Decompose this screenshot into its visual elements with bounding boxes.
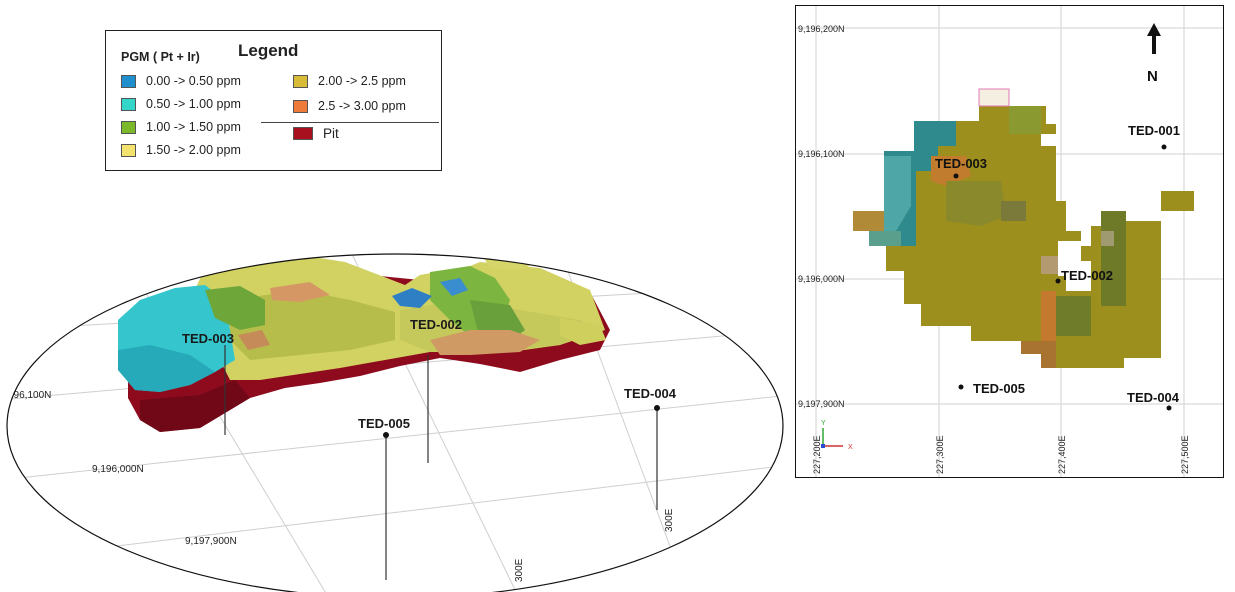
axis-label-y: Y: [821, 420, 826, 427]
drillhole-collars: [383, 405, 660, 438]
legend-swatch: [293, 127, 313, 140]
axis-label-x: X: [848, 444, 853, 451]
legend-swatch: [121, 120, 136, 134]
easting-label: 227,300E: [935, 435, 945, 474]
block-model-surface: [118, 254, 606, 392]
grid-label: 300E: [664, 508, 675, 532]
north-arrow-icon: [1147, 23, 1161, 54]
grid-label: 196,100N: [8, 390, 51, 401]
legend-item: 0.00 -> 0.50 ppm: [121, 74, 241, 88]
legend-label: 2.5 -> 3.00 ppm: [318, 99, 406, 113]
drillhole-label: TED-001: [1128, 123, 1180, 138]
grid-label: 9,197,900N: [185, 536, 237, 547]
legend-swatch: [121, 97, 136, 111]
axis-triad-icon: [821, 428, 843, 448]
legend-title: Legend: [238, 41, 299, 60]
drillhole-label: TED-002: [1061, 268, 1113, 283]
drillhole-label: TED-005: [973, 381, 1025, 396]
drillhole-label: TED-004: [624, 386, 677, 401]
easting-label: 227,400E: [1057, 435, 1067, 474]
drillhole-traces: [224, 345, 658, 580]
legend-item: 1.50 -> 2.00 ppm: [121, 143, 241, 157]
legend-swatch: [293, 99, 308, 113]
northing-label: 9,197,900N: [798, 399, 845, 409]
legend-item: Pit: [293, 126, 339, 141]
legend-item: 2.5 -> 3.00 ppm: [293, 99, 406, 113]
northing-label: 9,196,200N: [798, 24, 845, 34]
easting-label: 227,200E: [812, 435, 822, 474]
legend-item: 1.00 -> 1.50 ppm: [121, 120, 241, 134]
legend-label: Pit: [323, 126, 339, 141]
northing-label: 9,196,100N: [798, 149, 845, 159]
grid-label: 300E: [514, 558, 525, 582]
plan-view: TED-001 TED-003 TED-002 TED-005 TED-004 …: [796, 6, 1223, 477]
legend-label: 1.50 -> 2.00 ppm: [146, 143, 241, 157]
north-label: N: [1147, 68, 1158, 85]
drillhole-label: TED-002: [410, 317, 462, 332]
drillhole-label: TED-004: [1127, 390, 1180, 405]
legend-swatch: [293, 74, 308, 88]
view-ellipse-border: [6, 253, 784, 592]
legend-item: 0.50 -> 1.00 ppm: [121, 97, 241, 111]
legend-label: 0.00 -> 0.50 ppm: [146, 74, 241, 88]
legend-label: 1.00 -> 1.50 ppm: [146, 120, 241, 134]
legend-separator: [261, 122, 439, 123]
plan-drillholes: [953, 144, 1172, 411]
legend-box: Legend PGM ( Pt + Ir) 0.00 -> 0.50 ppm 0…: [105, 30, 442, 171]
plan-block-model: [853, 88, 1194, 368]
plan-view-panel: TED-001 TED-003 TED-002 TED-005 TED-004 …: [795, 5, 1224, 478]
legend-subtitle: PGM ( Pt + Ir): [121, 50, 200, 64]
easting-label: 227,500E: [1180, 435, 1190, 474]
drillhole-label: TED-005: [358, 416, 410, 431]
oblique-3d-view: 196,100N 9,196,000N 9,197,900N 300E 300E…: [6, 253, 784, 592]
grid-label: 9,196,000N: [92, 464, 144, 475]
legend-label: 2.00 -> 2.5 ppm: [318, 74, 406, 88]
northing-label: 9,196,000N: [798, 274, 845, 284]
legend-swatch: [121, 143, 136, 157]
legend-item: 2.00 -> 2.5 ppm: [293, 74, 406, 88]
legend-swatch: [121, 74, 136, 88]
drillhole-label: TED-003: [182, 331, 234, 346]
legend-label: 0.50 -> 1.00 ppm: [146, 97, 241, 111]
drillhole-label: TED-003: [935, 156, 987, 171]
